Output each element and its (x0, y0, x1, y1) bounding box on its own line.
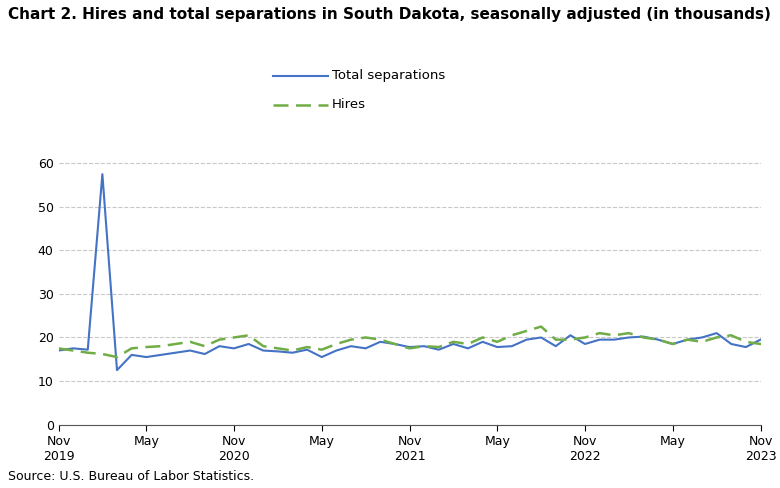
Hires (54, 346, 63, 351)
Hires (288, 347, 297, 353)
Hires (566, 337, 575, 343)
Total separations (98, 171, 107, 177)
Hires (229, 335, 239, 341)
Text: Chart 2. Hires and total separations in South Dakota, seasonally adjusted (in th: Chart 2. Hires and total separations in … (8, 7, 771, 22)
Total separations (303, 347, 312, 353)
Line: Total separations: Total separations (58, 174, 780, 370)
Text: Hires: Hires (332, 99, 366, 111)
Line: Hires: Hires (58, 326, 780, 357)
Hires (771, 339, 780, 345)
Text: Total separations: Total separations (332, 69, 445, 82)
Total separations (610, 337, 619, 343)
Total separations (771, 332, 780, 338)
Text: Source: U.S. Bureau of Labor Statistics.: Source: U.S. Bureau of Labor Statistics. (8, 470, 254, 483)
Hires (303, 344, 312, 350)
Total separations (566, 332, 575, 338)
Hires (537, 324, 546, 329)
Total separations (244, 341, 254, 347)
Hires (112, 354, 122, 360)
Total separations (112, 367, 122, 373)
Hires (610, 332, 619, 338)
Total separations (317, 354, 326, 360)
Total separations (54, 347, 63, 353)
